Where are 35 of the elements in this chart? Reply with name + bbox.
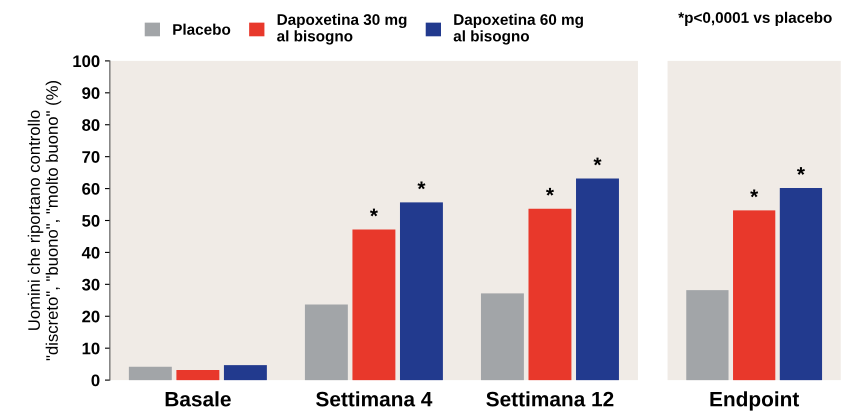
annotation: * xyxy=(750,189,758,198)
y-axis-title: Uomini che riportano controllo "discreto", "buono", "molto buono" (%) xyxy=(28,81,62,360)
legend-label: Dapoxetina 60 mg al bisogno xyxy=(454,14,583,45)
y-tick-label: 100 xyxy=(73,55,100,68)
x-tick-label: Settimana 4 xyxy=(316,391,432,407)
y-tick-label: 30 xyxy=(82,278,100,291)
bar xyxy=(400,202,443,380)
y-tick-label: 10 xyxy=(82,342,100,354)
x-tick-label: Settimana 12 xyxy=(486,391,614,407)
text: *p<0,0001 vs placebo xyxy=(678,12,832,26)
annotation: * xyxy=(417,182,426,190)
y-tick-label: 60 xyxy=(82,182,100,195)
annotation: * xyxy=(593,158,602,166)
y-tick-label: 90 xyxy=(82,87,100,100)
y-tick-label: 0 xyxy=(92,374,100,386)
bar xyxy=(352,230,396,380)
bar xyxy=(128,366,172,380)
legend-label: Dapoxetina 30 mg al bisogno xyxy=(277,14,406,45)
bar xyxy=(224,365,267,380)
y-tick-label: 50 xyxy=(82,214,100,227)
annotation: * xyxy=(546,188,554,196)
bar xyxy=(480,293,524,380)
annotation: * xyxy=(796,167,805,175)
x-tick-label: Endpoint xyxy=(710,391,800,411)
bar xyxy=(576,178,619,380)
legend-label: Placebo xyxy=(173,24,230,35)
bar xyxy=(528,208,572,380)
y-tick-label: 40 xyxy=(82,246,100,259)
y-tick-label: 20 xyxy=(82,310,100,322)
x-tick-label: Basale xyxy=(166,391,231,407)
y-tick-label: 70 xyxy=(82,151,100,163)
y-tick-label: 80 xyxy=(82,119,100,131)
bar xyxy=(176,370,220,380)
bar xyxy=(304,304,348,380)
annotation: * xyxy=(370,208,378,216)
